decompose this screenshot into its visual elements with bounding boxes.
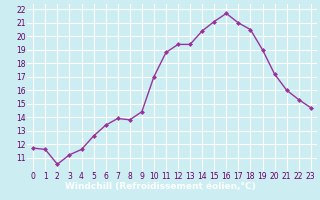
Text: Windchill (Refroidissement éolien,°C): Windchill (Refroidissement éolien,°C) (65, 182, 255, 192)
